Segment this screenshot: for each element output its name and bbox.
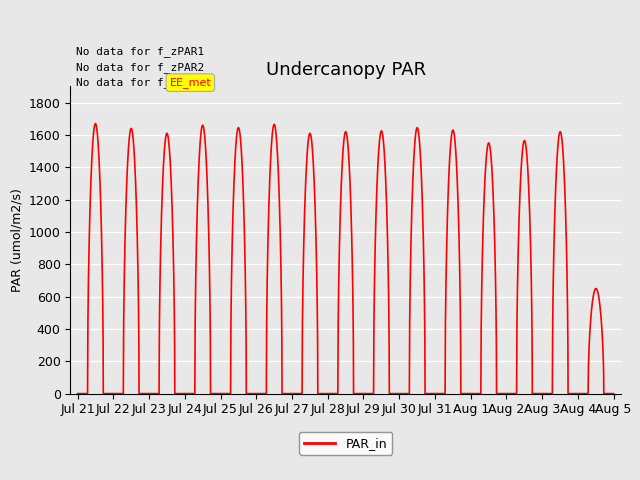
Title: Undercanopy PAR: Undercanopy PAR: [266, 61, 426, 79]
Text: No data for f_zPAR3: No data for f_zPAR3: [76, 77, 204, 88]
Y-axis label: PAR (umol/m2/s): PAR (umol/m2/s): [10, 188, 23, 292]
Text: No data for f_zPAR2: No data for f_zPAR2: [76, 62, 204, 73]
Legend: PAR_in: PAR_in: [299, 432, 392, 455]
Text: EE_met: EE_met: [170, 77, 211, 88]
Text: No data for f_zPAR1: No data for f_zPAR1: [76, 47, 204, 58]
